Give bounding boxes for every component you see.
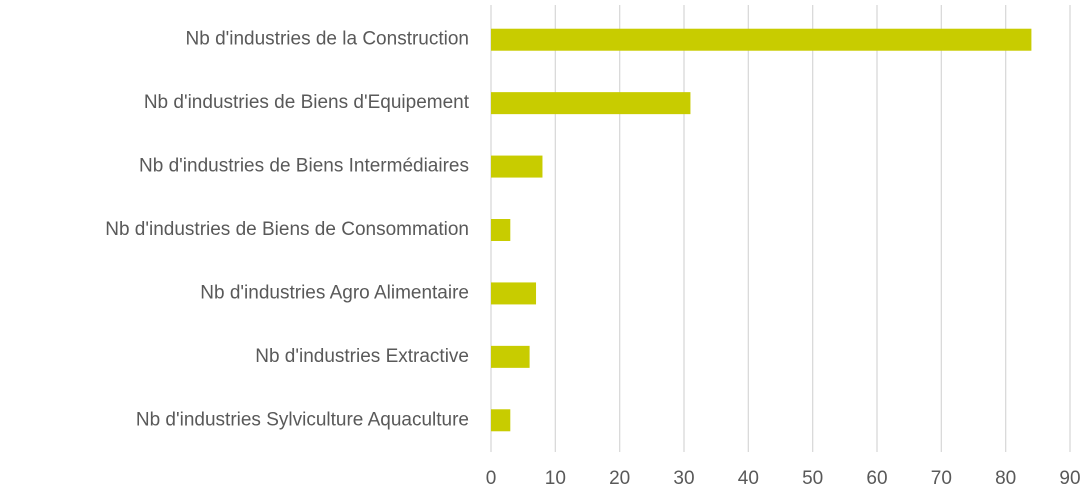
y-tick-label: Nb d'industries Extractive <box>255 346 469 367</box>
x-tick-label: 30 <box>673 468 694 489</box>
x-tick-label: 0 <box>486 468 497 489</box>
x-tick-label: 70 <box>931 468 952 489</box>
y-tick-label: Nb d'industries de Biens Intermédiaires <box>139 156 469 177</box>
bar <box>491 282 537 305</box>
bar <box>491 409 511 432</box>
y-tick-label: Nb d'industries de Biens de Consommation <box>105 219 469 240</box>
y-tick-label: Nb d'industries de la Construction <box>186 29 470 50</box>
x-tick-label: 40 <box>738 468 759 489</box>
bar <box>491 219 511 241</box>
x-tick-label: 10 <box>545 468 566 489</box>
y-tick-label: Nb d'industries de Biens d'Equipement <box>144 92 470 113</box>
x-tick-label: 20 <box>609 468 630 489</box>
bar <box>491 92 691 115</box>
bar <box>491 28 1032 51</box>
y-tick-label: Nb d'industries Agro Alimentaire <box>200 282 469 303</box>
x-tick-label: 80 <box>995 468 1016 489</box>
x-tick-label: 60 <box>866 468 887 489</box>
x-tick-label: 50 <box>802 468 823 489</box>
bar <box>491 345 530 368</box>
y-tick-label: Nb d'industries Sylviculture Aquaculture <box>136 409 469 430</box>
x-tick-label: 90 <box>1059 468 1080 489</box>
bar <box>491 155 543 178</box>
